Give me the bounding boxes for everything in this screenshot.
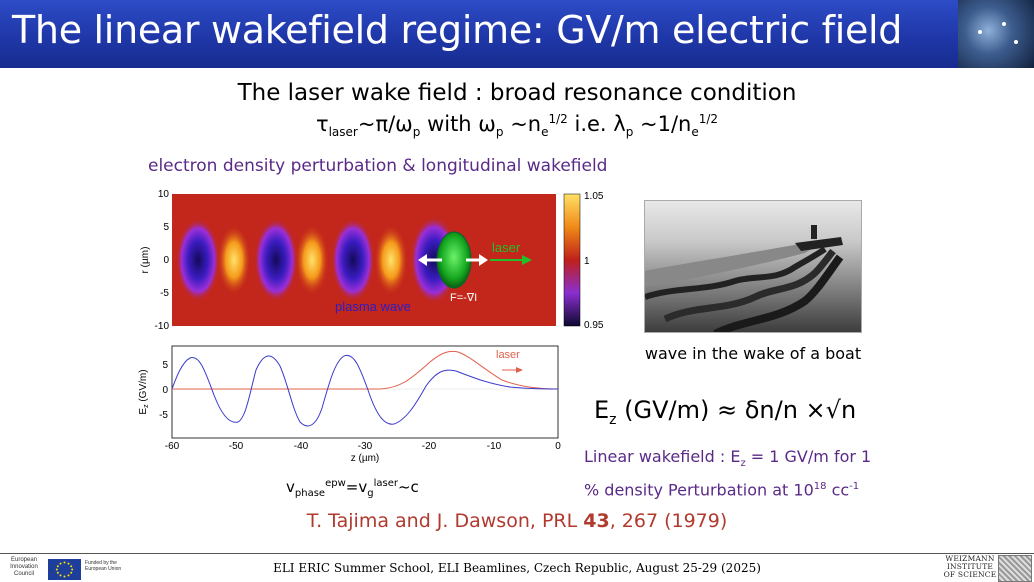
svg-text:0: 0 xyxy=(163,255,169,266)
density-plot: laser F=-∇I plasma wave 10 5 0 -5 -10 r … xyxy=(140,189,604,332)
weizmann-logo-text: WEIZMANN INSTITUTE OF SCIENCE xyxy=(943,554,997,579)
title-bar: The linear wakefield regime: GV/m electr… xyxy=(0,0,1034,68)
svg-text:1: 1 xyxy=(584,256,590,267)
density-y-label: r (µm) xyxy=(140,247,151,274)
field-y-label: Ez (GV/m) xyxy=(138,369,150,414)
plasma-wave-label: plasma wave xyxy=(335,299,411,314)
density-label: electron density perturbation & longitud… xyxy=(148,156,608,176)
svg-text:-60: -60 xyxy=(165,441,180,452)
svg-text:5: 5 xyxy=(162,360,168,371)
svg-text:0.95: 0.95 xyxy=(584,320,604,331)
footer-divider xyxy=(0,553,1034,554)
subtitle: The laser wake field : broad resonance c… xyxy=(237,80,797,106)
svg-text:1.05: 1.05 xyxy=(584,191,604,202)
field-plot: laser 5 0 -5 Ez (GV/m) -60 -50 -40 -30 -… xyxy=(138,345,561,464)
resonance-condition: τlaser~π/ωp with ωp ~ne1/2 i.e. λp ~1/ne… xyxy=(315,112,719,140)
slide-title: The linear wakefield regime: GV/m electr… xyxy=(12,8,903,52)
colorbar-ticks: 1.05 1 0.95 xyxy=(584,191,604,331)
svg-text:-50: -50 xyxy=(229,441,244,452)
laser-label: laser xyxy=(492,240,521,255)
svg-text:-30: -30 xyxy=(358,441,373,452)
svg-text:0: 0 xyxy=(162,385,168,396)
ponderomotive-arrows xyxy=(418,254,488,266)
svg-text:5: 5 xyxy=(163,222,169,233)
linear-wakefield-note: Linear wakefield : Ez = 1 GV/m for 1 % d… xyxy=(584,447,872,500)
field-y-ticks: 5 0 -5 xyxy=(159,360,168,421)
boat-wake-photo xyxy=(644,200,862,333)
laser-pulse xyxy=(436,231,472,289)
boat-caption: wave in the wake of a boat xyxy=(644,344,862,363)
field-laser-arrow xyxy=(502,367,523,373)
field-scaling-formula: Ez (GV/m) ≈ δn/n ×√n xyxy=(594,396,857,428)
svg-text:-20: -20 xyxy=(422,441,437,452)
field-x-label: z (µm) xyxy=(351,453,380,464)
phase-velocity-relation: vphaseepw=vglaser~c xyxy=(286,478,419,499)
svg-text:-40: -40 xyxy=(294,441,309,452)
weizmann-logo-icon xyxy=(998,555,1032,582)
eu-funding-text: Funded by the European Union xyxy=(85,560,122,572)
field-x-ticks: -60 -50 -40 -30 -20 -10 0 xyxy=(165,441,561,452)
svg-text:-10: -10 xyxy=(487,441,502,452)
eic-logo: European Innovation Council xyxy=(10,557,38,577)
header-photo xyxy=(958,0,1034,68)
reference: T. Tajima and J. Dawson, PRL 43, 267 (19… xyxy=(306,510,728,532)
svg-text:0: 0 xyxy=(555,441,561,452)
eu-flag-icon xyxy=(48,559,81,580)
force-label: F=-∇I xyxy=(450,292,477,304)
wakefield-curve xyxy=(171,354,559,427)
laser-envelope-curve xyxy=(172,350,559,390)
svg-text:-10: -10 xyxy=(155,321,170,332)
svg-text:10: 10 xyxy=(158,189,170,200)
colorbar xyxy=(563,193,581,327)
field-laser-label: laser xyxy=(496,349,520,361)
density-y-ticks: 10 5 0 -5 -10 xyxy=(155,189,170,332)
laser-direction-arrow xyxy=(490,255,532,265)
footer-text: ELI ERIC Summer School, ELI Beamlines, C… xyxy=(273,561,761,575)
svg-text:-5: -5 xyxy=(160,288,169,299)
svg-text:-5: -5 xyxy=(159,410,168,421)
